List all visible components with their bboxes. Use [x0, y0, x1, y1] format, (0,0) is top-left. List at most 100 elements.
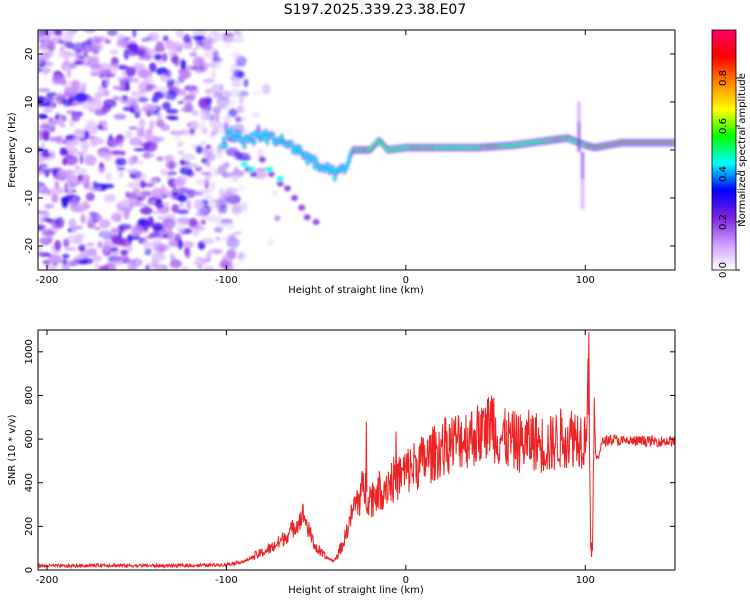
spectrogram-noise-blob	[119, 77, 130, 89]
spectrogram-ridge-blob	[672, 142, 675, 144]
spectrogram-noise-blob	[225, 37, 235, 43]
spectrogram-noise-blob	[165, 39, 175, 50]
spectrogram-noise-blob	[53, 30, 63, 36]
spectrogram-noise-blob	[38, 113, 48, 118]
spectrogram-noise-blob	[79, 154, 84, 165]
spectrogram-ridge-blob	[252, 139, 257, 144]
colorbar-tick-label: 0.8	[718, 70, 729, 86]
spectrogram-spike-blob	[580, 151, 585, 157]
spectrogram-noise-blob	[210, 182, 216, 190]
spectrogram-noise-blob	[221, 101, 230, 110]
spectrogram-noise-blob	[129, 137, 143, 146]
spectrogram-noise-blob	[224, 189, 234, 199]
spectrogram-branch-blob	[249, 171, 257, 177]
spectrogram-noise-blob	[155, 199, 164, 209]
spectrogram-ridge-blob	[332, 175, 337, 180]
spectrogram-noise-blob	[82, 45, 94, 53]
spectrogram-spike-blob	[580, 170, 585, 176]
spectrogram-noise-blob	[215, 236, 221, 242]
spectrogram-noise-blob	[238, 251, 244, 261]
spectrogram-noise-blob	[213, 32, 225, 41]
spectrogram-noise-blob	[79, 150, 88, 156]
spectrogram-noise-blob	[92, 181, 99, 189]
spectrogram-noise-blob	[181, 43, 193, 50]
spectrogram-noise-blob	[144, 134, 158, 140]
spectrogram-noise-blob	[236, 152, 251, 161]
spectrogram-noise-blob	[165, 244, 171, 251]
spectrogram-noise-blob	[209, 131, 217, 136]
spectrogram-noise-blob	[231, 174, 239, 182]
spectrogram-noise-blob	[97, 151, 111, 159]
spectrogram-noise-blob	[105, 172, 112, 182]
spectrogram-noise-blob	[133, 77, 140, 84]
spectrogram-noise-blob	[180, 69, 191, 80]
spectrogram-noise-blob	[180, 88, 187, 97]
spectrogram-noise-blob	[211, 57, 223, 63]
spectrogram-noise-blob	[225, 147, 239, 157]
spectrogram-noise-blob	[192, 260, 207, 266]
spectrogram-noise-blob	[193, 199, 204, 210]
spectrogram-spike-blob	[580, 185, 585, 191]
spectrogram-noise-blob	[149, 199, 155, 206]
spectrogram-ridge-blob	[229, 127, 234, 132]
spectrogram-noise-blob	[195, 145, 203, 154]
spectrogram-noise-blob	[128, 233, 133, 243]
spectrogram-noise-blob	[176, 209, 189, 215]
spectrogram-noise-blob	[203, 265, 215, 270]
spectrogram-spike-blob	[580, 166, 585, 172]
spectrogram-noise-blob	[137, 97, 149, 103]
spectrogram-noise-blob	[61, 196, 69, 208]
spectrogram-noise-blob	[129, 106, 136, 114]
spectrogram-noise-blob	[118, 171, 125, 178]
spectrogram-noise-blob	[186, 199, 192, 211]
spectrogram-noise-blob	[43, 107, 53, 114]
spectrogram-noise-blob	[42, 130, 50, 142]
spectrogram-noise-blob	[124, 135, 132, 139]
spectrogram-noise-blob	[88, 186, 102, 192]
spectrogram-noise-blob	[52, 224, 63, 229]
spectrogram-noise-blob	[190, 66, 205, 71]
spectrogram-noise-blob	[177, 239, 183, 250]
spectrogram-noise-blob	[38, 164, 48, 168]
spectrogram-noise-blob	[166, 108, 179, 114]
spectrogram-noise-blob	[51, 193, 59, 203]
spectrogram-noise-blob	[235, 185, 246, 192]
spectrogram-noise-blob	[177, 150, 184, 155]
spectrogram-noise-blob	[41, 66, 49, 71]
spectrogram-noise-blob	[84, 130, 89, 140]
spectrogram-spike-blob	[580, 205, 585, 211]
spectrogram-branch-blob	[283, 185, 291, 192]
spectrogram-noise-blob	[125, 97, 139, 108]
spectrogram-noise-blob	[220, 253, 234, 265]
spectrogram-noise-blob	[81, 139, 90, 151]
spectrogram-noise-blob	[112, 237, 125, 246]
spectrogram-noise-blob	[110, 247, 119, 252]
spectrogram-noise-blob	[200, 219, 206, 225]
spectrogram-noise-blob	[151, 187, 164, 198]
spectrogram-noise-blob	[126, 168, 139, 174]
spectrogram-spike-blob	[577, 120, 582, 126]
spectrogram-noise-blob	[62, 98, 73, 107]
spectrogram-noise-blob	[167, 171, 177, 176]
spectrogram-spike-blob	[577, 101, 582, 107]
spectrogram-noise-blob	[231, 37, 245, 43]
spectrogram-spike-blob	[577, 147, 582, 153]
spectrogram-noise-blob	[165, 191, 174, 198]
spectrogram-noise-blob	[206, 94, 212, 99]
spectrogram-noise-blob	[181, 128, 189, 136]
spectrogram-noise-blob	[169, 253, 175, 261]
spectrogram-noise-blob	[161, 52, 168, 62]
spectrogram-spike-blob	[580, 182, 585, 188]
colorbar-tick-label: 0.6	[718, 118, 729, 134]
spectrogram-noise-blob	[182, 34, 191, 44]
spectrogram-noise-blob	[144, 52, 152, 61]
spectrogram-noise-blob	[127, 261, 136, 270]
spectrogram-noise-blob	[220, 163, 230, 168]
spectrogram-noise-blob	[188, 85, 194, 94]
spectrogram-noise-blob	[136, 127, 145, 134]
spectrogram-noise-blob	[113, 113, 127, 120]
spectrogram-noise-blob	[97, 84, 104, 93]
spectrogram-noise-blob	[128, 126, 138, 130]
spectrogram-spike-blob	[577, 105, 582, 111]
spectrogram-branch-blob	[267, 171, 275, 177]
